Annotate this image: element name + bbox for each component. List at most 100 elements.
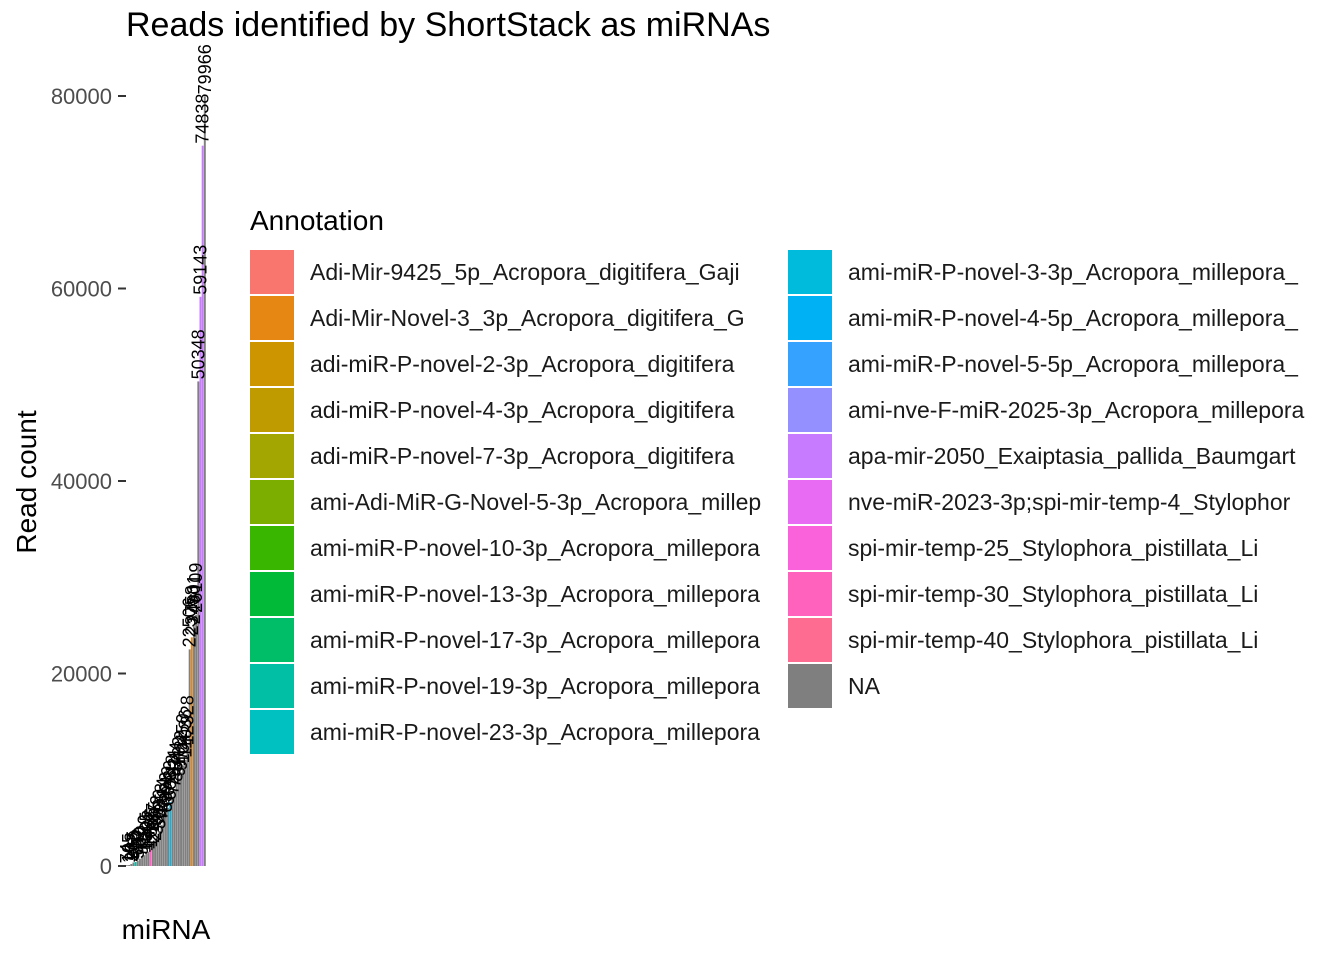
bar-value-label: 10450 (173, 713, 193, 763)
bar-value-label: 24901 (184, 574, 204, 624)
legend-label: adi-miR-P-novel-2-3p_Acropora_digitifera (310, 351, 735, 377)
legend-label: spi-mir-temp-25_Stylophora_pistillata_Li (848, 535, 1259, 561)
bar (158, 831, 161, 866)
legend-swatch (250, 250, 294, 294)
bar-value-label: 6630 (160, 760, 180, 800)
legend-swatch (250, 618, 294, 662)
bar-value-label: 26109 (186, 563, 206, 613)
bar (203, 96, 206, 866)
bar-value-label: 9103 (169, 736, 189, 776)
bar (126, 865, 128, 866)
bar (164, 814, 167, 866)
bar-value-label: 12328 (178, 695, 198, 745)
bar (188, 649, 191, 866)
legend-swatch (250, 434, 294, 478)
legend-swatch (788, 664, 832, 708)
legend-label: Adi-Mir-9425_5p_Acropora_digitifera_Gaji (310, 259, 740, 285)
bar-value-label: 6049 (158, 766, 178, 806)
y-axis: 0 20000 40000 60000 80000 (51, 84, 126, 879)
legend-swatch (250, 388, 294, 432)
legend-swatch (250, 480, 294, 524)
bar (138, 858, 141, 866)
bar (169, 802, 172, 866)
bar-value-label: 22506 (180, 597, 200, 647)
bar-value-label: 410 (126, 830, 146, 860)
legend-swatch (250, 342, 294, 386)
bar (171, 796, 174, 866)
bar-value-label: 9722 (171, 730, 191, 770)
legend-swatch (250, 572, 294, 616)
bar (143, 855, 146, 866)
legend-swatch (250, 710, 294, 754)
bar-value-label: 1120 (134, 815, 154, 854)
bar-value-label: 912 (132, 825, 152, 855)
legend-label: ami-Adi-MiR-G-Novel-5-3p_Acropora_millep (310, 489, 762, 515)
bar-value-label: 23758 (182, 585, 202, 635)
x-axis-label: miRNA (122, 914, 211, 945)
bar-value-label: 7921 (165, 748, 185, 788)
bar-value-label: 50348 (188, 329, 208, 379)
bar (167, 807, 170, 866)
legend-swatch (788, 480, 832, 524)
bar (180, 772, 182, 866)
bar-value-label: 79966 (195, 44, 215, 94)
bar (197, 381, 200, 866)
bar-value-label: 7218 (162, 754, 182, 794)
bar (132, 862, 135, 866)
bar-value-label: 760 (130, 827, 150, 857)
bar (199, 296, 202, 866)
chart-title: Reads identified by ShortStack as miRNAs (126, 6, 771, 44)
bar-value-label: 552 (128, 829, 148, 859)
bar-value-label: 3630 (149, 789, 169, 829)
bar (162, 819, 165, 866)
legend-swatch (788, 572, 832, 616)
y-tick-label: 80000 (51, 84, 112, 109)
bar (145, 853, 148, 866)
bar (130, 864, 133, 866)
legend-label: ami-miR-P-novel-10-3p_Acropora_millepora (310, 535, 760, 561)
legend-swatch (250, 526, 294, 570)
legend-label: ami-miR-P-novel-13-3p_Acropora_millepora (310, 581, 760, 607)
bar (184, 759, 187, 866)
bar (149, 849, 152, 866)
legend-swatch (250, 664, 294, 708)
bar (147, 851, 150, 866)
bar-value-label: 8544 (167, 742, 187, 782)
bar-labels: 7410520836541055276091211201305148216962… (117, 44, 215, 863)
legend-swatch (250, 296, 294, 340)
bar-value-label: 208 (121, 832, 141, 862)
legend-label: adi-miR-P-novel-7-3p_Acropora_digitifera (310, 443, 735, 469)
bar (154, 842, 157, 866)
legend-swatch (788, 388, 832, 432)
bar-value-label: 3012 (147, 795, 167, 835)
bar-value-label: 365 (123, 830, 143, 860)
bar-value-label: 2187 (143, 803, 163, 843)
bar (134, 862, 137, 866)
legend-label: ami-miR-P-novel-5-5p_Acropora_millepora_ (848, 351, 1298, 377)
legend-label: ami-miR-P-novel-19-3p_Acropora_millepora (310, 673, 760, 699)
bar (201, 145, 204, 866)
legend: Adi-Mir-9425_5p_Acropora_digitifera_Gaji… (250, 249, 1340, 769)
legend-label: ami-miR-P-novel-23-3p_Acropora_millepora (310, 719, 760, 745)
bar-value-label: 105 (119, 833, 139, 863)
bar (193, 626, 195, 866)
legend-label: NA (848, 673, 880, 699)
legend-label: Adi-Mir-Novel-3_3p_Acropora_digitifera_G (310, 305, 745, 331)
bar-value-label: 4814 (154, 778, 174, 818)
bar (182, 765, 185, 866)
y-tick-label: 0 (100, 854, 112, 879)
y-tick-label: 40000 (51, 469, 112, 494)
legend-label: ami-miR-P-novel-4-5p_Acropora_millepora_ (848, 305, 1298, 331)
legend-swatch (788, 250, 832, 294)
bar (151, 844, 154, 866)
bar-value-label: 1305 (136, 811, 156, 851)
bar (177, 778, 180, 866)
bar-value-label: 59143 (190, 245, 210, 295)
bar-value-label: 74838 (193, 94, 213, 144)
bar (175, 783, 178, 866)
y-axis-label: Read count (11, 410, 42, 553)
legend-label: ami-nve-F-miR-2025-3p_Acropora_millepora (848, 397, 1305, 423)
legend-title: Annotation (250, 205, 384, 236)
bar (173, 789, 176, 866)
